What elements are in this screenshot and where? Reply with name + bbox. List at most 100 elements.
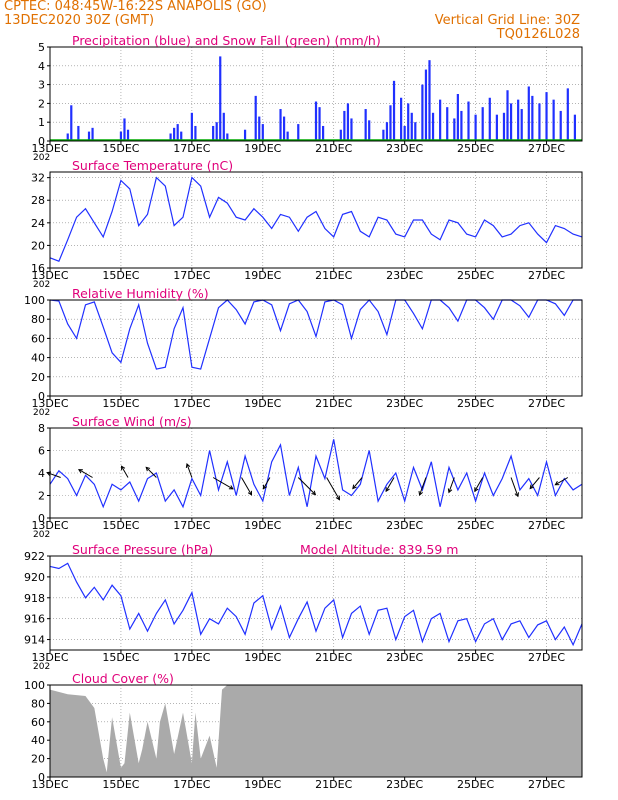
precip-bar bbox=[343, 110, 346, 141]
cloud-xtick-label: 17DEC bbox=[173, 778, 210, 791]
precip-bar bbox=[389, 105, 392, 141]
precip-bar bbox=[119, 131, 123, 141]
precip-xtick-label: 27DEC bbox=[528, 142, 565, 155]
rh-xtick-label: 25DEC bbox=[457, 397, 494, 410]
wind-ytick-label: 4 bbox=[38, 467, 45, 480]
cloud-xtick-label: 15DEC bbox=[102, 778, 139, 791]
precip-bar bbox=[545, 92, 548, 141]
temp-xtick-label: 25DEC bbox=[457, 269, 494, 282]
wind-arrow-head bbox=[262, 484, 268, 490]
cloud-ytick-label: 100 bbox=[24, 679, 45, 692]
precip-ytick-label: 2 bbox=[38, 97, 45, 110]
precip-bar bbox=[126, 129, 130, 141]
precip-xtick-label: 23DEC bbox=[386, 142, 423, 155]
wind-arrow bbox=[78, 469, 93, 478]
rh-series-line bbox=[49, 299, 582, 370]
temp-xtick-label: 17DEC bbox=[173, 269, 210, 282]
rh-xtick-label: 23DEC bbox=[386, 397, 423, 410]
wind-arrow-head bbox=[121, 465, 126, 471]
wind-arrow-head bbox=[529, 484, 535, 490]
wind-arrow bbox=[241, 477, 252, 496]
wind-arrow bbox=[385, 477, 395, 492]
wind-arrow bbox=[529, 477, 540, 489]
precip-bar bbox=[368, 120, 371, 141]
precip-bar bbox=[456, 94, 459, 141]
wind-arrow-head bbox=[185, 462, 191, 468]
wind-arrow-head bbox=[228, 485, 234, 490]
precip-xtick-label: 19DEC bbox=[244, 142, 281, 155]
precip-bar bbox=[321, 125, 325, 141]
temp-ytick-label: 32 bbox=[31, 172, 45, 185]
precip-bar bbox=[538, 103, 541, 141]
precip-bar bbox=[279, 109, 282, 141]
pressure-ytick-label: 914 bbox=[24, 634, 45, 647]
precip-bar bbox=[212, 125, 215, 141]
wind-xtick-label: 27DEC bbox=[528, 519, 565, 532]
pressure-ytick-label: 918 bbox=[24, 592, 45, 605]
precip-ytick-label: 0 bbox=[38, 135, 45, 148]
precip-bar bbox=[190, 112, 193, 141]
precip-bar bbox=[226, 133, 229, 141]
pressure-annotation: Model Altitude: 839.59 m bbox=[300, 542, 458, 557]
rh-xtick-label: 21DEC bbox=[315, 397, 352, 410]
wind-arrow-head bbox=[554, 481, 560, 486]
precip-bar bbox=[91, 127, 94, 141]
precip-bar bbox=[346, 103, 350, 141]
cloud-ytick-label: 20 bbox=[31, 753, 45, 766]
pressure-ytick-label: 920 bbox=[24, 571, 45, 584]
precip-bar bbox=[531, 95, 534, 141]
precip-bar bbox=[70, 105, 73, 141]
precip-frame bbox=[49, 46, 583, 142]
precip-bar bbox=[254, 95, 257, 141]
precip-bar bbox=[286, 131, 289, 141]
header-date: 13DEC2020 30Z (GMT) bbox=[4, 13, 155, 28]
cloud-ytick-label: 0 bbox=[38, 771, 45, 784]
wind-arrow bbox=[474, 477, 484, 492]
wind-frame bbox=[49, 427, 583, 519]
header-grid-note: Vertical Grid Line: 30Z bbox=[434, 13, 580, 28]
wind-arrow-head bbox=[385, 487, 390, 493]
precip-bar bbox=[446, 107, 449, 141]
precip-bar bbox=[566, 88, 569, 141]
pressure-year-fragment: 202 bbox=[33, 662, 50, 672]
pressure-title: Surface Pressure (hPa) bbox=[72, 542, 213, 557]
precip-bar bbox=[502, 112, 506, 141]
precip-bar bbox=[350, 118, 353, 141]
precip-bar bbox=[410, 112, 413, 141]
wind-arrow bbox=[448, 477, 455, 493]
wind-series-line bbox=[49, 439, 583, 509]
rh-frame bbox=[49, 299, 583, 397]
rh-ytick-label: 40 bbox=[31, 352, 45, 365]
wind-arrow-head bbox=[418, 490, 423, 496]
precip-bar bbox=[520, 109, 523, 141]
wind-arrow-head bbox=[247, 490, 253, 496]
precip-bar bbox=[527, 86, 530, 141]
wind-arrow bbox=[186, 463, 193, 478]
precip-xtick-label: 25DEC bbox=[457, 142, 494, 155]
precip-bar bbox=[428, 60, 431, 141]
precip-bar bbox=[495, 114, 498, 141]
wind-xtick-label: 19DEC bbox=[244, 519, 281, 532]
wind-arrow bbox=[555, 477, 569, 486]
rh-xtick-label: 19DEC bbox=[244, 397, 281, 410]
precip-bar bbox=[282, 116, 286, 141]
rh-ytick-label: 0 bbox=[38, 390, 45, 403]
header-station: CPTEC: 048:45W-16:22S ANAPOLIS (GO) bbox=[4, 0, 267, 14]
wind-year-fragment: 202 bbox=[33, 530, 50, 540]
precip-bar bbox=[382, 129, 385, 141]
wind-arrow bbox=[297, 477, 316, 495]
precip-bar bbox=[392, 80, 396, 141]
rh-xtick-label: 15DEC bbox=[102, 397, 139, 410]
precip-bar bbox=[506, 90, 509, 141]
temp-xtick-label: 21DEC bbox=[315, 269, 352, 282]
pressure-xtick-label: 17DEC bbox=[173, 651, 210, 664]
rh-ytick-label: 80 bbox=[31, 313, 45, 326]
rh-ytick-label: 20 bbox=[31, 371, 45, 384]
wind-arrow bbox=[419, 477, 427, 496]
wind-arrow bbox=[510, 477, 519, 497]
wind-ytick-label: 2 bbox=[38, 490, 45, 503]
rh-xtick-label: 17DEC bbox=[173, 397, 210, 410]
precip-title: Precipitation (blue) and Snow Fall (gree… bbox=[72, 33, 381, 48]
precip-xtick-label: 17DEC bbox=[173, 142, 210, 155]
